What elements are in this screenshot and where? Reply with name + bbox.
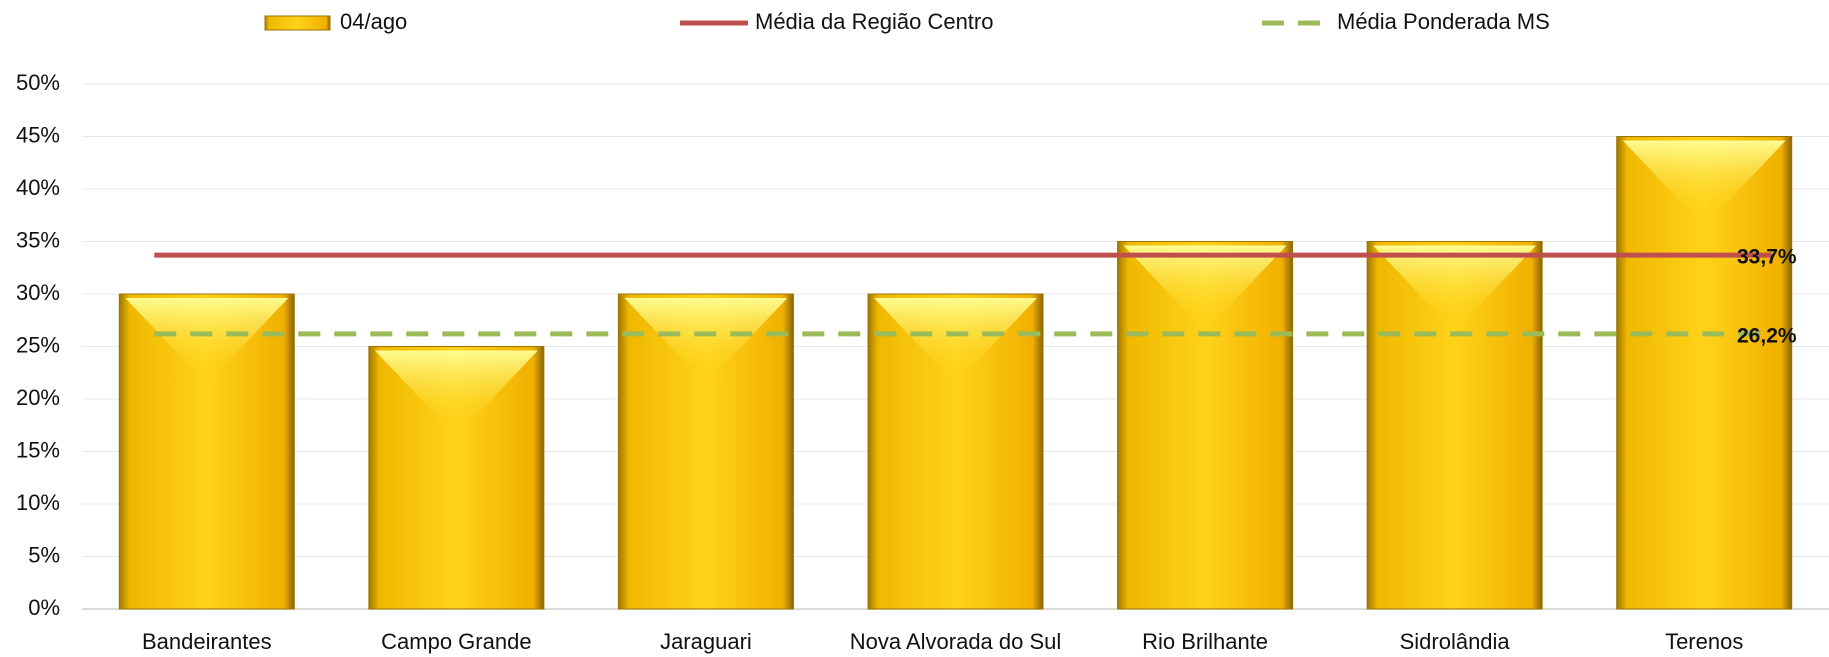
bar-highlight: [125, 298, 289, 384]
x-tick-label: Campo Grande: [381, 629, 531, 654]
y-tick-label: 35%: [16, 227, 60, 252]
x-tick-label: Jaraguari: [660, 629, 752, 654]
y-tick-label: 0%: [28, 595, 60, 620]
x-tick-label: Rio Brilhante: [1142, 629, 1268, 654]
y-tick-label: 15%: [16, 437, 60, 462]
bar-highlight: [624, 298, 788, 384]
bar-highlight: [1622, 140, 1786, 227]
legend-label: Média da Região Centro: [755, 9, 993, 34]
y-tick-label: 10%: [16, 490, 60, 515]
bar-highlight: [1373, 245, 1537, 332]
bar-highlight: [1123, 245, 1287, 332]
y-tick-label: 25%: [16, 332, 60, 357]
y-tick-label: 45%: [16, 122, 60, 147]
x-tick-label: Bandeirantes: [142, 629, 272, 654]
legend-label: Média Ponderada MS: [1337, 9, 1550, 34]
value-label: 33,7%: [1737, 246, 1797, 269]
x-tick-label: Terenos: [1665, 629, 1743, 654]
legend-label: 04/ago: [340, 9, 407, 34]
y-tick-label: 30%: [16, 280, 60, 305]
y-tick-label: 40%: [16, 175, 60, 200]
y-tick-label: 50%: [16, 70, 60, 95]
x-tick-label: Sidrolândia: [1400, 629, 1511, 654]
y-tick-label: 5%: [28, 542, 60, 567]
bar-highlight: [874, 298, 1037, 384]
y-tick-label: 20%: [16, 385, 60, 410]
value-label: 26,2%: [1737, 324, 1797, 347]
bar-highlight: [374, 350, 538, 437]
legend-swatch: [264, 15, 331, 31]
x-tick-label: Nova Alvorada do Sul: [850, 629, 1062, 654]
